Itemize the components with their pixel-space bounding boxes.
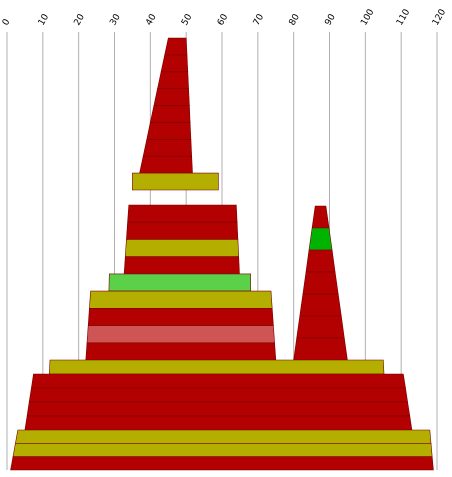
layer-band [124,239,240,258]
layer-band [126,221,239,240]
layer-band [299,293,342,317]
layer-band [142,139,193,157]
layer-band [48,359,385,375]
layer-band [160,54,189,73]
layer-band [153,88,190,106]
x-tick-label: 120 [431,7,448,27]
layer-band [86,325,275,344]
layer-band [149,105,191,123]
x-tick-label: 30 [108,12,123,27]
x-tick-label: 100 [359,7,376,27]
x-tick-label: 110 [395,7,412,27]
layer-band [157,71,189,89]
layer-band [31,373,406,389]
layer-band [146,122,192,140]
layer-band [164,37,188,56]
x-tick-label: 60 [216,12,231,27]
x-tick-label: 40 [144,12,159,27]
x-tick-label: 0 [1,17,13,27]
layer-band [139,155,193,174]
layer-band [296,315,345,339]
x-tick-label: 90 [323,12,338,27]
layer-band [15,429,432,444]
x-tick-label: 70 [252,12,267,27]
layer-band [24,415,413,431]
layer-band [308,227,333,251]
layer-band [108,273,251,292]
layer-band [311,205,330,229]
x-tick-label: 10 [37,12,52,27]
layer-band [132,172,219,191]
layer-band [89,290,273,309]
layer-stack [10,37,434,471]
layer-band [87,307,274,326]
x-tick-label: 20 [73,12,88,27]
x-tick-label: 80 [288,12,303,27]
layer-band [293,337,348,361]
layer-band [28,387,408,403]
layer-band [123,256,240,275]
layer-band [10,456,434,471]
layer-band [305,249,336,273]
x-tick-labels: 0 10 20 30 40 50 60 70 80 90 100 110 120 [1,7,448,27]
x-tick-label: 50 [180,12,195,27]
layer-band [127,204,238,223]
layer-band [85,342,277,361]
layer-band [26,401,411,417]
layer-band [302,271,339,295]
layer-band [12,442,433,458]
